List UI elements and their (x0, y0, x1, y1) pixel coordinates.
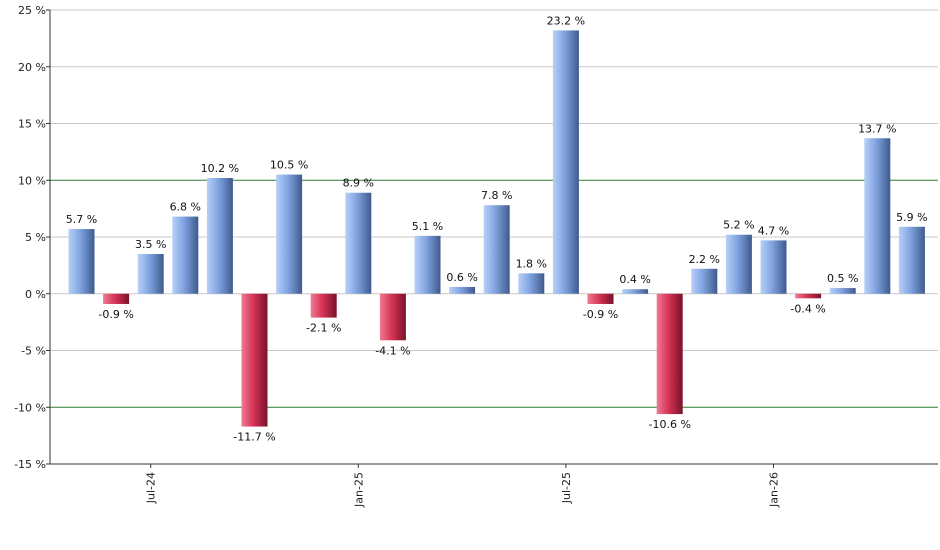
y-tick-label: -5 % (21, 345, 46, 358)
bar (864, 138, 891, 294)
y-tick-label: -15 % (14, 458, 46, 471)
y-tick-label: 10 % (18, 174, 46, 187)
bar-value-label: -2.1 % (306, 322, 341, 335)
bar-value-label: -0.9 % (98, 308, 133, 321)
bar (760, 240, 787, 294)
bar (552, 30, 579, 294)
x-tick-label: Jan-25 (352, 472, 365, 508)
bar (345, 192, 372, 294)
bar (68, 229, 95, 294)
bar-value-label: 5.1 % (412, 220, 443, 233)
bar (898, 226, 925, 294)
bar (795, 293, 822, 299)
bar (103, 293, 130, 304)
bar (137, 254, 164, 294)
bar (414, 235, 441, 294)
bar-value-label: 6.8 % (170, 201, 201, 214)
bar-value-label: 7.8 % (481, 189, 512, 202)
y-tick-label: 0 % (25, 288, 46, 301)
bar-value-label: -4.1 % (375, 344, 410, 357)
bar-value-label: -11.7 % (233, 431, 275, 444)
bar (449, 286, 476, 294)
bar (379, 293, 406, 341)
bar (310, 293, 337, 318)
bar-value-label: 0.5 % (827, 272, 858, 285)
bar-value-label: 23.2 % (547, 14, 585, 27)
bar-value-label: 0.4 % (619, 273, 650, 286)
bar (725, 234, 752, 294)
bar (483, 205, 510, 294)
bar-value-label: -10.6 % (648, 418, 690, 431)
bar-value-label: 4.7 % (758, 224, 789, 237)
bar-value-label: 8.9 % (343, 177, 374, 190)
bar (829, 288, 856, 294)
reference-lines (50, 179, 938, 408)
bar (656, 293, 683, 415)
bar (691, 268, 718, 294)
bar (518, 273, 545, 294)
y-tick-label: -10 % (14, 401, 46, 414)
x-tick-label: Jul-25 (560, 472, 573, 504)
y-tick-label: 15 % (18, 118, 46, 131)
bar (172, 216, 199, 294)
bars (68, 30, 925, 427)
y-tick-label: 20 % (18, 61, 46, 74)
bar-value-label: 10.2 % (201, 162, 239, 175)
data-labels: 5.7 % -0.9 % 3.5 % 6.8 % 10.2 % -11.7 % 10.5 %… (66, 14, 928, 443)
bar-value-label: -0.9 % (583, 308, 618, 321)
bar (206, 177, 233, 294)
bar (587, 293, 614, 304)
bar (241, 293, 268, 427)
bar-value-label: 5.9 % (896, 211, 927, 224)
bar-value-label: 2.2 % (689, 253, 720, 266)
bar (622, 289, 649, 294)
bar-value-label: 5.7 % (66, 213, 97, 226)
bar (276, 174, 303, 294)
x-tick-label: Jul-24 (145, 472, 158, 504)
bar-value-label: 10.5 % (270, 159, 308, 172)
x-tick-label: Jan-26 (768, 472, 781, 508)
bar-value-label: 0.6 % (446, 271, 477, 284)
y-tick-label: 25 % (18, 4, 46, 17)
bar-value-label: -0.4 % (790, 302, 825, 315)
bar-value-label: 1.8 % (516, 257, 547, 270)
bar-value-label: 13.7 % (858, 122, 896, 135)
y-tick-label: 5 % (25, 231, 46, 244)
axes: 25 % 20 % 15 % 10 % 5 % 0 % -5 % -10 % -15 % Jul-… (14, 4, 938, 508)
bar-value-label: 3.5 % (135, 238, 166, 251)
bar-value-label: 5.2 % (723, 219, 754, 232)
